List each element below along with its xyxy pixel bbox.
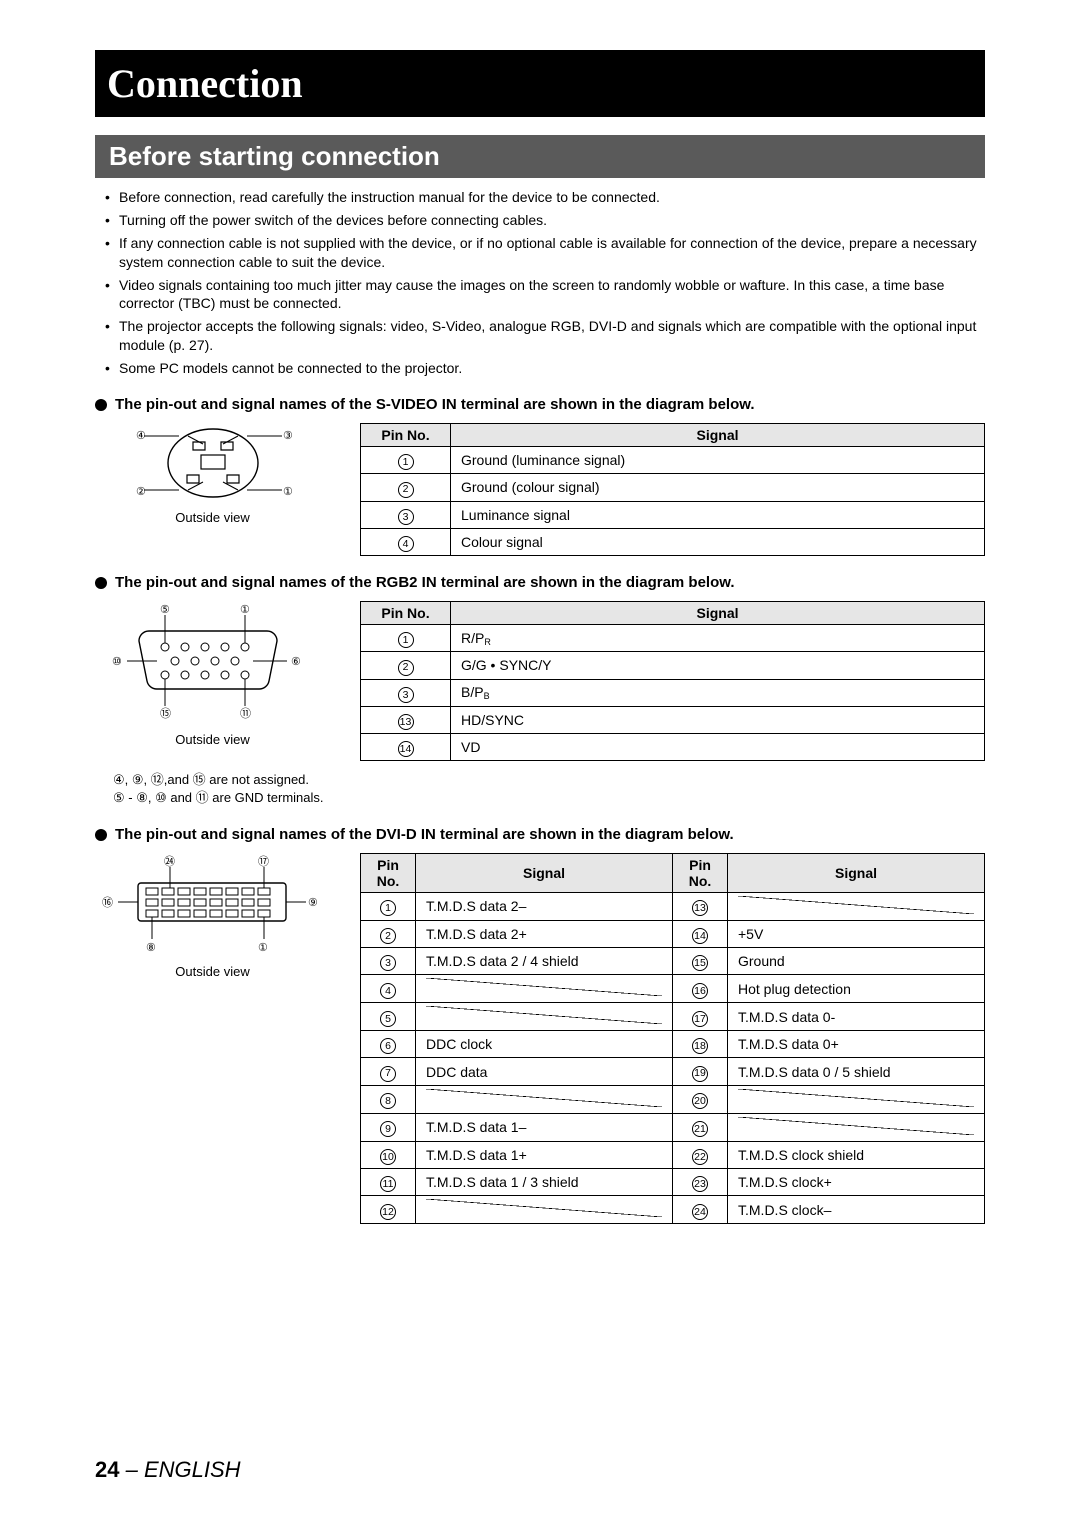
svg-text:⑰: ⑰ xyxy=(258,855,269,868)
svg-text:①: ① xyxy=(283,486,293,498)
svg-text:③: ③ xyxy=(283,430,293,442)
rgb2-diagram: ⑤ ① ⑩ ⑥ ⑮ ⑪ Outside view xyxy=(95,601,330,747)
svg-text:⑯: ⑯ xyxy=(102,896,113,909)
rgb2-heading: The pin-out and signal names of the RGB2… xyxy=(95,574,985,591)
rgb2-table: Pin No.Signal 1R/PR 2G/G • SYNC/Y 3B/PB … xyxy=(360,601,985,761)
dvid-table: Pin No.Signal Pin No.Signal 1T.M.D.S dat… xyxy=(360,853,985,1225)
rgb2-notes: ④, ⑨, ⑫,and ⑮ are not assigned. ⑤ - ⑧, ⑩… xyxy=(113,771,985,807)
page-title: Connection xyxy=(95,50,985,117)
svideo-heading: The pin-out and signal names of the S-VI… xyxy=(95,396,985,413)
th-signal: Signal xyxy=(451,424,985,447)
svg-text:⑩: ⑩ xyxy=(112,656,122,668)
section-heading: Before starting connection xyxy=(95,135,985,178)
th-pin: Pin No. xyxy=(361,424,451,447)
page-footer: 24 – ENGLISH xyxy=(95,1457,241,1483)
svideo-table: Pin No.Signal 1Ground (luminance signal)… xyxy=(360,423,985,556)
svg-text:④: ④ xyxy=(136,430,146,442)
bullet: The projector accepts the following sign… xyxy=(105,317,985,355)
svg-text:㉔: ㉔ xyxy=(164,855,175,868)
svg-text:①: ① xyxy=(258,942,268,954)
bullet: Video signals containing too much jitter… xyxy=(105,276,985,314)
dvid-heading: The pin-out and signal names of the DVI-… xyxy=(95,826,985,843)
svg-text:⑤: ⑤ xyxy=(160,604,170,616)
svg-text:⑥: ⑥ xyxy=(291,656,301,668)
bullet: Before connection, read carefully the in… xyxy=(105,188,985,207)
bullet: Turning off the power switch of the devi… xyxy=(105,211,985,230)
diagram-caption: Outside view xyxy=(95,510,330,525)
intro-bullets: Before connection, read carefully the in… xyxy=(95,188,985,378)
svg-text:⑪: ⑪ xyxy=(240,707,251,720)
diagram-caption: Outside view xyxy=(95,732,330,747)
svideo-diagram: ④ ③ ② ① Outside view xyxy=(95,423,330,525)
svg-text:⑧: ⑧ xyxy=(146,942,156,954)
svg-text:⑨: ⑨ xyxy=(308,897,318,909)
svg-text:②: ② xyxy=(136,486,146,498)
bullet: Some PC models cannot be connected to th… xyxy=(105,359,985,378)
svg-text:①: ① xyxy=(240,604,250,616)
bullet: If any connection cable is not supplied … xyxy=(105,234,985,272)
diagram-caption: Outside view xyxy=(95,964,330,979)
svg-text:⑮: ⑮ xyxy=(160,707,171,720)
dvid-diagram: ㉔ ⑰ ⑯ ⑨ ⑧ ① Outside view xyxy=(95,853,330,979)
